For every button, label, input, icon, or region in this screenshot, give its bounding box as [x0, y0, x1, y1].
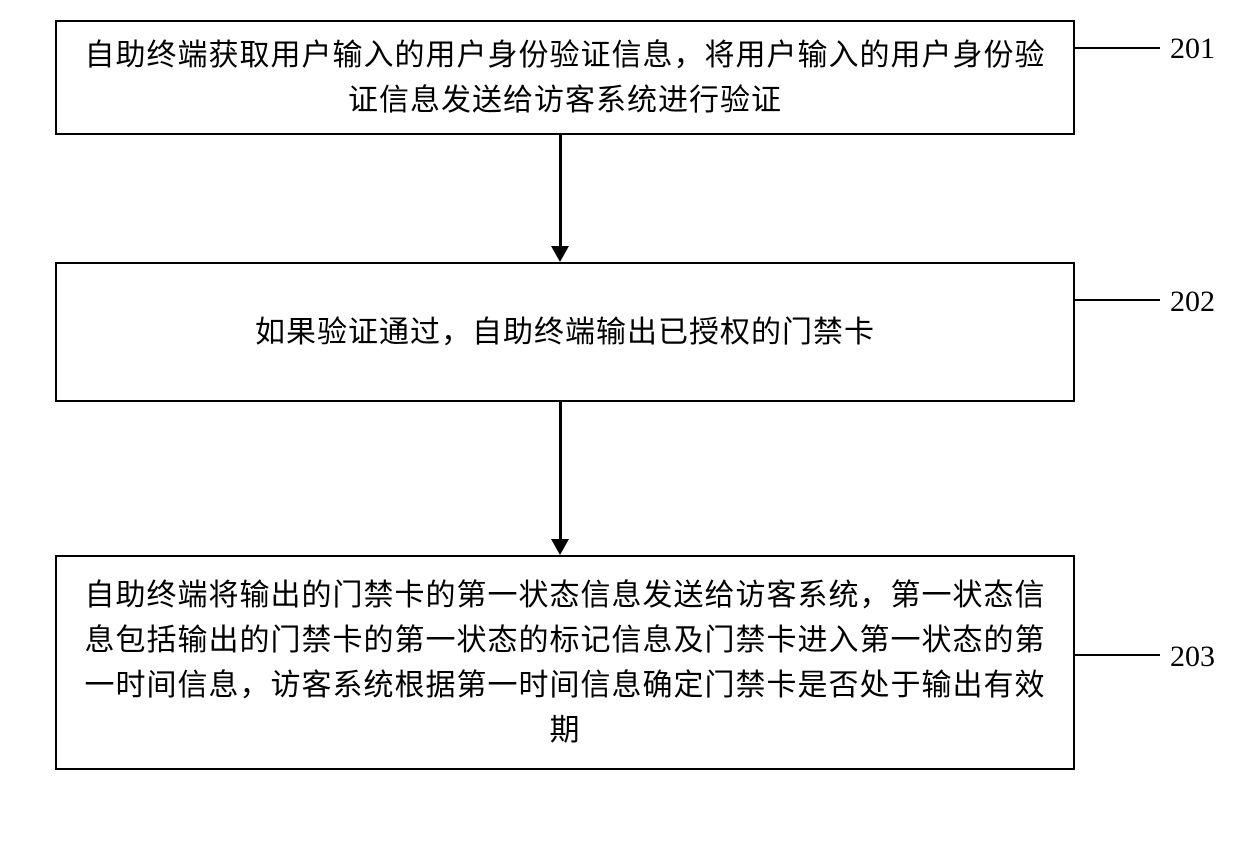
leader-line	[1075, 47, 1160, 49]
flowchart-node-text: 自助终端获取用户输入的用户身份验证信息，将用户输入的用户身份验证信息发送给访客系…	[82, 33, 1048, 123]
flowchart-node-step1: 自助终端获取用户输入的用户身份验证信息，将用户输入的用户身份验证信息发送给访客系…	[55, 20, 1075, 135]
flowchart-node-text: 如果验证通过，自助终端输出已授权的门禁卡	[255, 310, 875, 355]
flowchart-edge	[559, 135, 562, 246]
flowchart-container: 自助终端获取用户输入的用户身份验证信息，将用户输入的用户身份验证信息发送给访客系…	[0, 0, 1240, 846]
flowchart-node-label: 201	[1170, 32, 1215, 66]
flowchart-node-step2: 如果验证通过，自助终端输出已授权的门禁卡	[55, 262, 1075, 402]
arrowhead-icon	[551, 246, 569, 262]
leader-line	[1075, 299, 1160, 301]
flowchart-node-label: 203	[1170, 640, 1215, 674]
flowchart-node-step3: 自助终端将输出的门禁卡的第一状态信息发送给访客系统，第一状态信息包括输出的门禁卡…	[55, 555, 1075, 770]
flowchart-edge	[559, 402, 562, 539]
flowchart-node-text: 自助终端将输出的门禁卡的第一状态信息发送给访客系统，第一状态信息包括输出的门禁卡…	[82, 573, 1048, 753]
flowchart-node-label: 202	[1170, 285, 1215, 319]
leader-line	[1075, 654, 1160, 656]
arrowhead-icon	[551, 539, 569, 555]
